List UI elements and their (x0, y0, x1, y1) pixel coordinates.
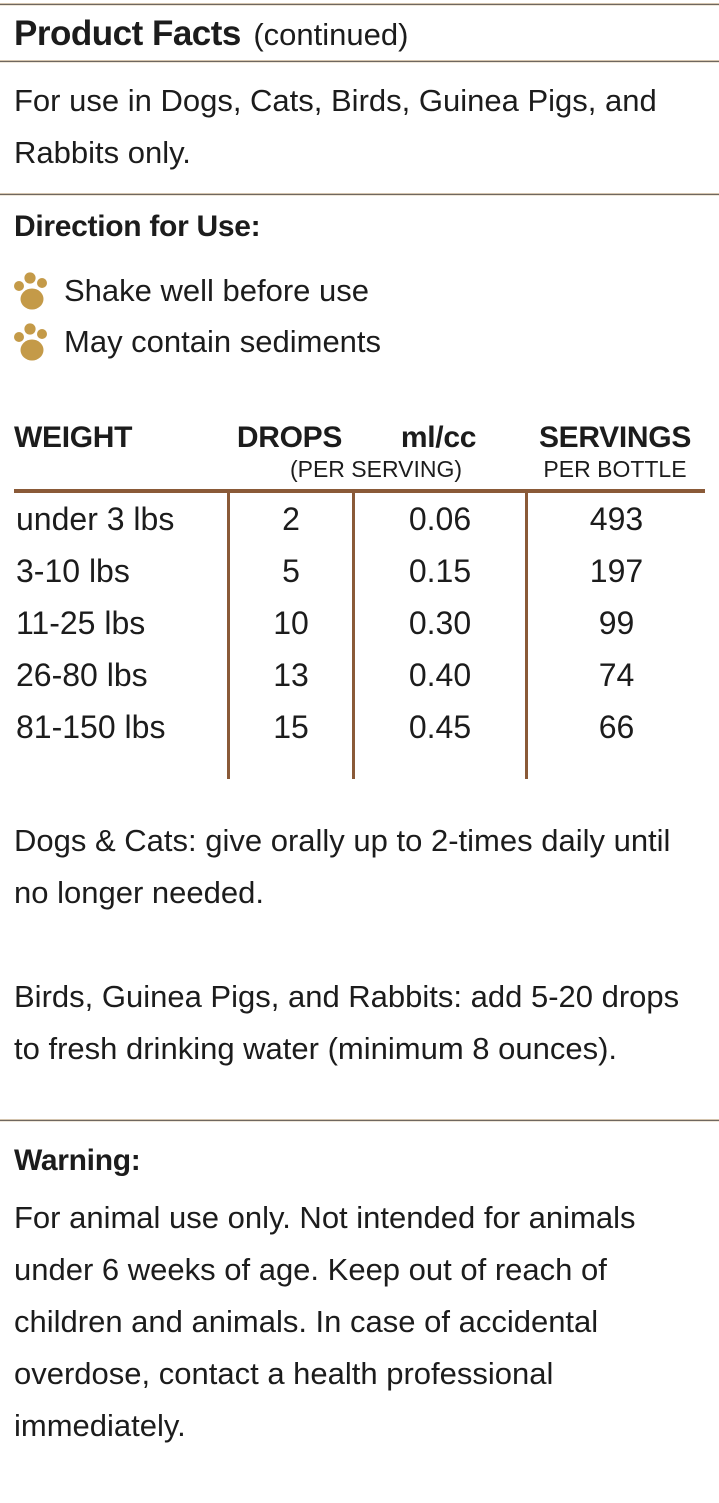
paw-icon (14, 323, 47, 361)
column-header-drops: DROPS (236, 421, 343, 454)
cell-mlcc: 0.15 (352, 545, 525, 597)
paw-icon (14, 272, 47, 310)
table-row: 11-25 lbs 10 0.30 99 (14, 597, 705, 649)
cell-drops: 5 (227, 545, 352, 597)
column-header-servings: SERVINGS (538, 421, 692, 454)
warning-heading: Warning: (14, 1144, 141, 1177)
list-item-label: Shake well before use (64, 273, 370, 308)
table-row: under 3 lbs 2 0.06 493 (14, 493, 705, 545)
section-divider (0, 193, 719, 196)
subheader-per-bottle: PER BOTTLE (543, 456, 687, 482)
cell-weight: 3-10 lbs (16, 553, 130, 589)
label-header: Product Facts (continued) (0, 6, 719, 60)
table-row-line-extension (14, 753, 705, 779)
column-header-weight: WEIGHT (14, 421, 133, 454)
top-divider (0, 3, 719, 6)
table-row: 3-10 lbs 5 0.15 197 (14, 545, 705, 597)
cell-mlcc: 0.45 (352, 701, 525, 753)
cell-weight: 26-80 lbs (16, 657, 148, 693)
list-item: Shake well before use (12, 270, 705, 312)
dosage-table-header: WEIGHT DROPS ml/cc SERVINGS (14, 421, 705, 455)
birds-guinea-rabbits-instruction: Birds, Guinea Pigs, and Rabbits: add 5-2… (14, 979, 680, 1066)
cell-weight: 11-25 lbs (16, 605, 146, 641)
subheader-per-serving: (PER SERVING) (289, 456, 463, 482)
cell-servings: 66 (525, 701, 705, 753)
table-row: 81-150 lbs 15 0.45 66 (14, 701, 705, 753)
dosage-table: WEIGHT DROPS ml/cc SERVINGS (PER SERVING… (14, 421, 705, 779)
cell-servings: 197 (525, 545, 705, 597)
dosage-table-body: under 3 lbs 2 0.06 493 3-10 lbs 5 0.15 1… (14, 489, 705, 779)
list-item-label: May contain sediments (64, 324, 382, 359)
page-title: Product Facts (14, 14, 241, 53)
cell-servings: 493 (525, 493, 705, 545)
column-header-mlcc: ml/cc (400, 421, 477, 454)
header-divider (0, 60, 719, 63)
cell-mlcc: 0.30 (352, 597, 525, 649)
cell-weight: 81-150 lbs (16, 709, 166, 745)
page-title-continued: (continued) (253, 17, 409, 52)
table-row: 26-80 lbs 13 0.40 74 (14, 649, 705, 701)
list-item: May contain sediments (12, 321, 705, 363)
cell-mlcc: 0.40 (352, 649, 525, 701)
directions-heading: Direction for Use: (14, 210, 261, 243)
cell-mlcc: 0.06 (352, 493, 525, 545)
cell-drops: 15 (227, 701, 352, 753)
for-use-statement: For use in Dogs, Cats, Birds, Guinea Pig… (14, 83, 657, 170)
cell-weight: under 3 lbs (16, 501, 175, 537)
cell-drops: 13 (227, 649, 352, 701)
cell-drops: 10 (227, 597, 352, 649)
cell-drops: 2 (227, 493, 352, 545)
product-facts-label: Product Facts (continued) For use in Dog… (0, 3, 719, 1503)
cell-servings: 74 (525, 649, 705, 701)
warning-text: For animal use only. Not intended for an… (14, 1200, 636, 1443)
cell-servings: 99 (525, 597, 705, 649)
dogs-cats-instruction: Dogs & Cats: give orally up to 2-times d… (14, 823, 671, 910)
warning-divider (0, 1119, 719, 1122)
directions-list: Shake well before use May contain sedime… (0, 244, 719, 363)
dosage-table-subheader: (PER SERVING) PER BOTTLE (14, 456, 705, 489)
